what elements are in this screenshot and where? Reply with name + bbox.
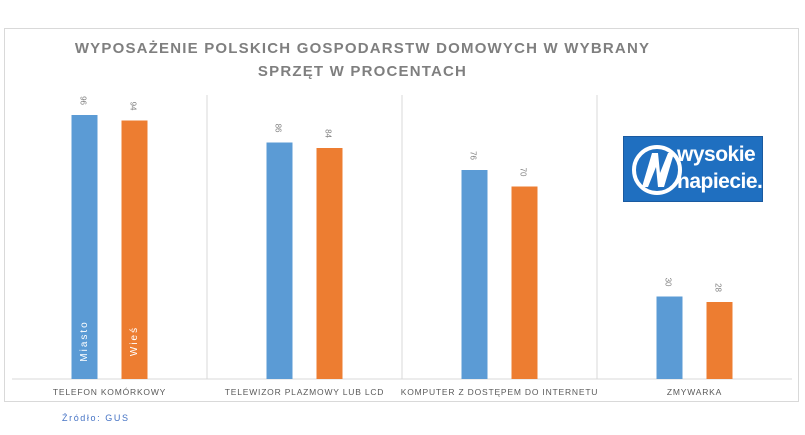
category-label: ZMYWARKA [667,387,722,397]
data-label: 84 [324,129,333,138]
bar-miasto [71,115,98,379]
data-label: 70 [519,168,528,177]
category-label: TELEFON KOMÓRKOWY [53,387,166,397]
lightning-n-icon [632,145,682,195]
source-note: Źródło: GUS [62,413,130,423]
logo-text-bottom: napiecie.pl [677,170,781,193]
data-label: 96 [79,96,88,105]
series-label: Wieś [129,326,140,356]
bar-wies [706,302,733,379]
data-label: 94 [129,102,138,111]
chart-title-line-2: SPRZĘT W PROCENTACH [257,63,468,80]
bar-miasto [461,170,488,379]
wysokie-napiecie-logo: wysokie napiecie.pl [623,136,781,202]
data-label: 28 [714,283,723,292]
data-label: 86 [274,124,283,133]
bar-miasto [656,296,683,379]
chart-title-line-1: WYPOSAŻENIE POLSKICH GOSPODARSTW DOMOWYC… [74,40,651,57]
bar-wies [511,186,538,379]
data-label: 76 [469,151,478,160]
category-label: KOMPUTER Z DOSTĘPEM DO INTERNETU [401,387,599,397]
bar-miasto [266,142,293,379]
series-label: Miasto [79,320,90,361]
bar-wies [316,148,343,379]
data-label: 30 [664,278,673,287]
logo-text-top: wysokie [677,143,756,166]
bar-wies [121,120,148,379]
category-label: TELEWIZOR PLAZMOWY LUB LCD [225,387,385,397]
